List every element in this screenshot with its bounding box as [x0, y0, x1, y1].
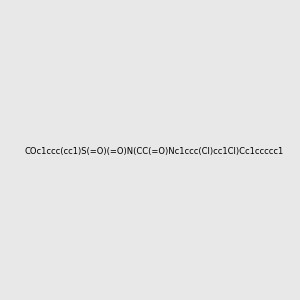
Text: COc1ccc(cc1)S(=O)(=O)N(CC(=O)Nc1ccc(Cl)cc1Cl)Cc1ccccc1: COc1ccc(cc1)S(=O)(=O)N(CC(=O)Nc1ccc(Cl)c…: [24, 147, 284, 156]
